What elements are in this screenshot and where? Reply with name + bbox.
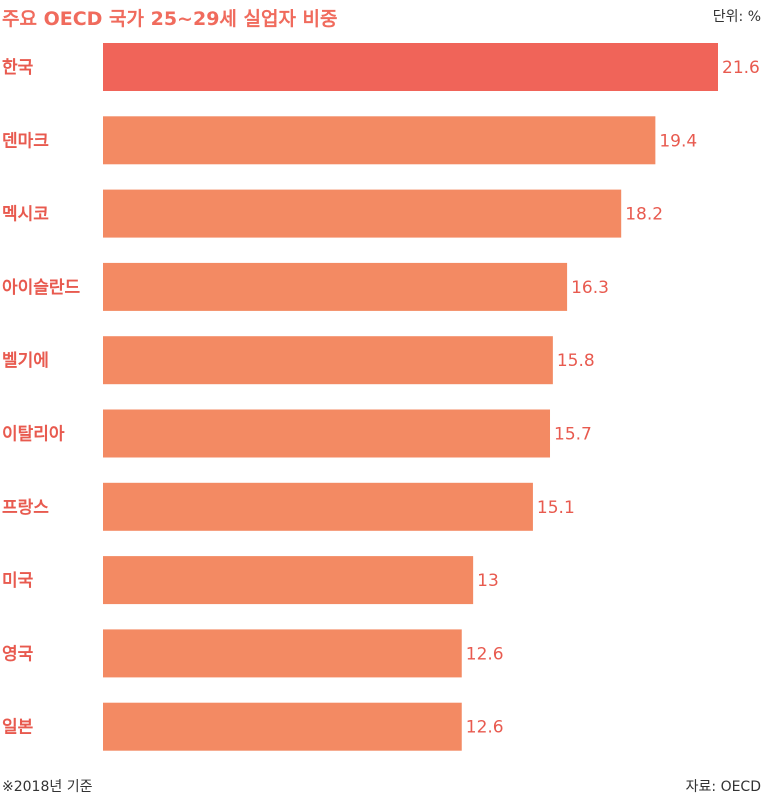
category-label: 아이슬란드 [2, 278, 81, 298]
bar [103, 262, 568, 311]
value-label: 13 [477, 571, 499, 591]
chart-title: 주요 OECD 국가 25~29세 실업자 비중 [2, 8, 338, 30]
source-label: 자료: OECD [685, 779, 761, 795]
bar [103, 629, 462, 678]
value-label: 15.1 [537, 498, 575, 518]
bar [103, 336, 553, 385]
value-label: 15.7 [554, 425, 592, 445]
value-label: 19.4 [659, 131, 697, 151]
value-label: 21.6 [722, 58, 760, 78]
category-label: 덴마크 [2, 131, 49, 151]
category-label: 멕시코 [2, 205, 49, 225]
footnote: ※2018년 기준 [2, 779, 93, 795]
category-label: 미국 [2, 571, 34, 591]
category-label: 벨기에 [2, 351, 49, 371]
value-label: 12.6 [466, 718, 504, 738]
value-label: 16.3 [571, 278, 609, 298]
category-label: 한국 [2, 58, 34, 78]
bar [103, 43, 718, 91]
bar [103, 702, 462, 751]
bar [103, 189, 622, 238]
value-label: 12.6 [466, 644, 504, 664]
category-label: 이탈리아 [2, 424, 65, 445]
category-label: 영국 [2, 644, 34, 664]
value-label: 15.8 [557, 351, 595, 371]
bar [103, 409, 551, 458]
bar [103, 556, 474, 605]
unit-label: 단위: % [712, 9, 761, 25]
bar [103, 482, 533, 531]
bar [103, 116, 656, 165]
category-label: 일본 [2, 718, 34, 738]
value-label: 18.2 [625, 205, 663, 225]
category-label: 프랑스 [2, 498, 49, 518]
